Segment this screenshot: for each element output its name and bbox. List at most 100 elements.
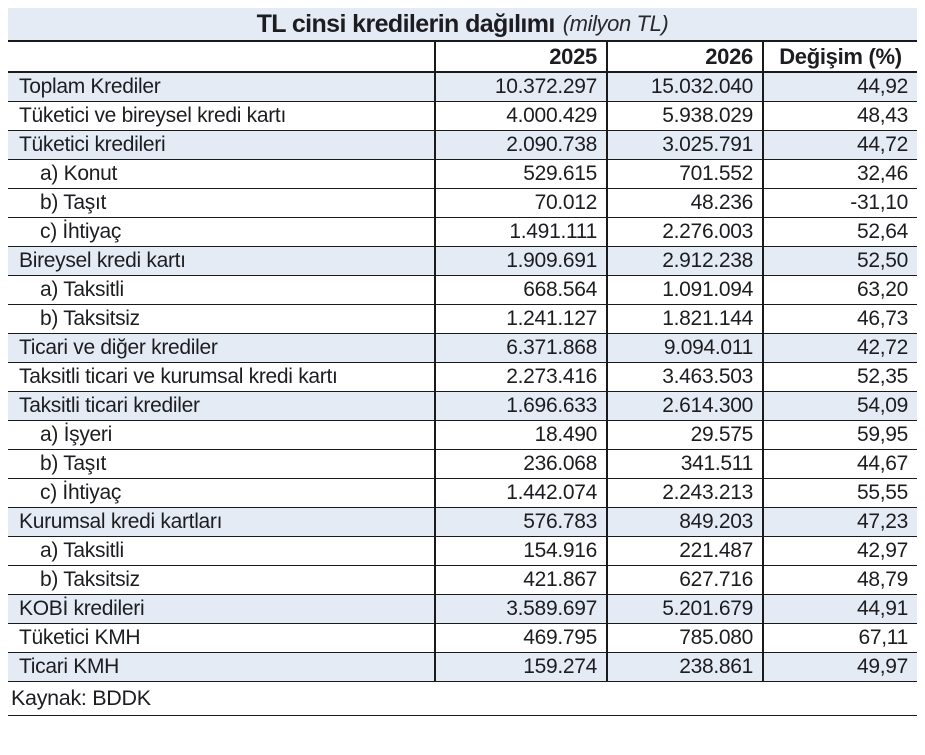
value-2026: 341.511 — [606, 449, 763, 479]
value-2026: 5.201.679 — [606, 594, 763, 624]
header-row: 2025 2026 Değişim (%) — [8, 42, 917, 73]
table-row: c) İhtiyaç 1.442.074 2.243.213 55,55 — [8, 478, 917, 508]
value-2025: 6.371.868 — [434, 333, 607, 363]
table-body: Toplam Krediler 10.372.297 15.032.040 44,92… — [8, 72, 917, 682]
table-title-unit: (milyon TL) — [562, 11, 669, 36]
value-2025: 154.916 — [434, 536, 607, 566]
value-2026: 2.276.003 — [606, 217, 763, 247]
table-row: Kurumsal kredi kartları 576.783 849.203 47,… — [8, 507, 917, 537]
row-label: Bireysel kredi kartı — [8, 246, 435, 276]
row-label: b) Taşıt — [8, 188, 435, 218]
table-row: a) Taksitli 154.916 221.487 42,97 — [8, 536, 917, 566]
value-2026: 2.243.213 — [606, 478, 763, 508]
value-2025: 10.372.297 — [434, 72, 607, 102]
table-title: TL cinsi kredilerin dağılımı — [256, 9, 556, 38]
value-change-pct: 42,72 — [762, 333, 917, 363]
value-2026: 849.203 — [606, 507, 763, 537]
value-2025: 2.090.738 — [434, 130, 607, 160]
value-2025: 3.589.697 — [434, 594, 607, 624]
value-change-pct: 46,73 — [762, 304, 917, 334]
value-2025: 668.564 — [434, 275, 607, 305]
table-header: 2025 2026 Değişim (%) — [8, 42, 917, 73]
table-row: Tüketici KMH 469.795 785.080 67,11 — [8, 623, 917, 653]
value-2026: 1.091.094 — [606, 275, 763, 305]
table-row: Tüketici kredileri 2.090.738 3.025.791 44,7… — [8, 130, 917, 160]
header-year-2025: 2025 — [434, 42, 607, 73]
row-label: a) İşyeri — [8, 420, 435, 450]
value-2025: 469.795 — [434, 623, 607, 653]
value-2026: 701.552 — [606, 159, 763, 189]
value-change-pct: 32,46 — [762, 159, 917, 189]
header-change-pct: Değişim (%) — [762, 42, 917, 73]
row-label: c) İhtiyaç — [8, 217, 435, 247]
value-2025: 421.867 — [434, 565, 607, 595]
table-row: Ticari ve diğer krediler 6.371.868 9.094.0… — [8, 333, 917, 363]
value-2025: 1.241.127 — [434, 304, 607, 334]
value-2026: 9.094.011 — [606, 333, 763, 363]
value-2025: 1.909.691 — [434, 246, 607, 276]
value-2025: 4.000.429 — [434, 101, 607, 131]
value-2025: 70.012 — [434, 188, 607, 218]
row-label: a) Taksitli — [8, 536, 435, 566]
value-2025: 18.490 — [434, 420, 607, 450]
value-2026: 2.614.300 — [606, 391, 763, 421]
table-row: Taksitli ticari ve kurumsal kredi kartı 2… — [8, 362, 917, 392]
value-2025: 1.442.074 — [434, 478, 607, 508]
row-label: Tüketici KMH — [8, 623, 435, 653]
header-year-2026: 2026 — [606, 42, 763, 73]
value-change-pct: 48,79 — [762, 565, 917, 595]
value-2026: 3.463.503 — [606, 362, 763, 392]
table-row: Ticari KMH 159.274 238.861 49,97 — [8, 652, 917, 682]
value-2026: 221.487 — [606, 536, 763, 566]
value-change-pct: -31,10 — [762, 188, 917, 218]
table-row: Toplam Krediler 10.372.297 15.032.040 44,92 — [8, 72, 917, 102]
value-change-pct: 55,55 — [762, 478, 917, 508]
value-change-pct: 44,91 — [762, 594, 917, 624]
value-2026: 5.938.029 — [606, 101, 763, 131]
row-label: Taksitli ticari krediler — [8, 391, 435, 421]
table-row: a) Taksitli 668.564 1.091.094 63,20 — [8, 275, 917, 305]
value-2026: 3.025.791 — [606, 130, 763, 160]
value-change-pct: 52,35 — [762, 362, 917, 392]
value-2025: 529.615 — [434, 159, 607, 189]
row-label: a) Konut — [8, 159, 435, 189]
value-2026: 238.861 — [606, 652, 763, 682]
value-2026: 785.080 — [606, 623, 763, 653]
value-change-pct: 59,95 — [762, 420, 917, 450]
value-2025: 576.783 — [434, 507, 607, 537]
header-label-cell — [8, 42, 435, 73]
value-change-pct: 52,50 — [762, 246, 917, 276]
value-2026: 627.716 — [606, 565, 763, 595]
row-label: Kurumsal kredi kartları — [8, 507, 435, 537]
row-label: KOBİ kredileri — [8, 594, 435, 624]
value-change-pct: 49,97 — [762, 652, 917, 682]
value-change-pct: 47,23 — [762, 507, 917, 537]
loan-data-table: 2025 2026 Değişim (%) Toplam Krediler 10.… — [8, 42, 917, 682]
table-row: b) Taşıt 236.068 341.511 44,67 — [8, 449, 917, 479]
value-2025: 2.273.416 — [434, 362, 607, 392]
table-title-bar: TL cinsi kredilerin dağılımı (milyon TL) — [8, 8, 917, 42]
value-change-pct: 52,64 — [762, 217, 917, 247]
loan-distribution-table-figure: TL cinsi kredilerin dağılımı (milyon TL)… — [8, 8, 917, 716]
row-label: Tüketici ve bireysel kredi kartı — [8, 101, 435, 131]
value-2026: 15.032.040 — [606, 72, 763, 102]
row-label: Tüketici kredileri — [8, 130, 435, 160]
table-row: Taksitli ticari krediler 1.696.633 2.614.3… — [8, 391, 917, 421]
row-label: Ticari ve diğer krediler — [8, 333, 435, 363]
value-change-pct: 44,72 — [762, 130, 917, 160]
row-label: Taksitli ticari ve kurumsal kredi kartı — [8, 362, 435, 392]
value-2025: 1.491.111 — [434, 217, 607, 247]
value-2026: 48.236 — [606, 188, 763, 218]
table-row: c) İhtiyaç 1.491.111 2.276.003 52,64 — [8, 217, 917, 247]
row-label: b) Taşıt — [8, 449, 435, 479]
table-row: Bireysel kredi kartı 1.909.691 2.912.238 52… — [8, 246, 917, 276]
table-row: a) İşyeri 18.490 29.575 59,95 — [8, 420, 917, 450]
value-2026: 2.912.238 — [606, 246, 763, 276]
value-2025: 1.696.633 — [434, 391, 607, 421]
source-note: Kaynak: BDDK — [8, 682, 917, 716]
row-label: b) Taksitsiz — [8, 565, 435, 595]
value-change-pct: 44,67 — [762, 449, 917, 479]
row-label: Toplam Krediler — [8, 72, 435, 102]
row-label: a) Taksitli — [8, 275, 435, 305]
value-2026: 29.575 — [606, 420, 763, 450]
